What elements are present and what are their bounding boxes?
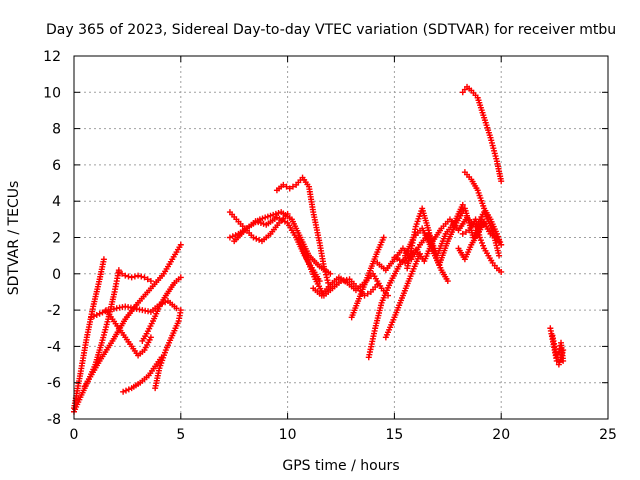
data-point xyxy=(177,241,184,248)
data-point xyxy=(99,309,106,316)
x-tick-label: 25 xyxy=(599,427,617,443)
data-point xyxy=(496,236,503,243)
data-point xyxy=(147,278,154,285)
data-point xyxy=(226,234,233,241)
data-point xyxy=(125,273,132,280)
data-point xyxy=(229,233,236,240)
data-point xyxy=(88,314,95,321)
x-tick-label: 10 xyxy=(279,427,297,443)
data-point xyxy=(125,386,132,393)
x-tick-label: 5 xyxy=(176,427,185,443)
x-tick-label: 20 xyxy=(492,427,510,443)
data-point xyxy=(177,307,184,314)
data-point xyxy=(459,201,466,208)
data-point xyxy=(119,270,126,277)
axis-ticks xyxy=(73,55,609,420)
data-point xyxy=(120,388,127,395)
data-point xyxy=(324,277,331,284)
data-point xyxy=(560,357,567,364)
data-point xyxy=(481,219,488,226)
data-point xyxy=(138,273,145,280)
data-point xyxy=(144,276,151,283)
data-point xyxy=(322,268,329,275)
x-axis-label: GPS time / hours xyxy=(282,458,399,474)
data-point xyxy=(327,270,334,277)
data-points xyxy=(71,83,567,415)
data-point xyxy=(280,181,287,188)
data-point xyxy=(321,266,328,273)
data-point xyxy=(444,278,451,285)
data-point xyxy=(498,268,505,275)
data-point xyxy=(494,233,501,240)
data-point xyxy=(122,387,129,394)
data-point xyxy=(253,235,260,242)
grid xyxy=(74,56,608,419)
data-point xyxy=(496,252,503,259)
data-point xyxy=(135,272,142,279)
data-point xyxy=(555,348,562,355)
data-point xyxy=(122,272,129,279)
data-point xyxy=(177,274,184,281)
data-point xyxy=(90,313,97,320)
y-tick-label: -8 xyxy=(47,412,61,428)
data-point xyxy=(289,183,296,190)
y-tick-label: -4 xyxy=(47,339,61,355)
data-point xyxy=(96,310,103,317)
data-point xyxy=(480,242,487,249)
y-tick-label: 4 xyxy=(52,194,61,210)
x-tick-label: 0 xyxy=(70,427,79,443)
data-point xyxy=(462,229,469,236)
y-axis-label: SDTVAR / TECUs xyxy=(6,181,22,296)
y-tick-label: -2 xyxy=(47,303,61,319)
data-point xyxy=(498,241,505,248)
data-point xyxy=(459,230,466,237)
data-point xyxy=(131,273,138,280)
data-point xyxy=(477,237,484,244)
data-point xyxy=(100,256,107,263)
chart-title: Day 365 of 2023, Sidereal Day-to-day VTE… xyxy=(46,22,616,38)
data-point xyxy=(493,230,500,237)
data-point xyxy=(102,308,109,315)
data-point xyxy=(320,263,327,270)
x-tick-labels: 0 5 10 15 20 25 xyxy=(70,427,617,443)
data-point xyxy=(497,239,504,246)
y-tick-label: 12 xyxy=(43,49,61,65)
y-tick-label: 10 xyxy=(43,85,61,101)
y-tick-label: 6 xyxy=(52,158,61,174)
data-point xyxy=(498,178,505,185)
data-point xyxy=(128,274,135,281)
data-point xyxy=(323,271,330,278)
data-point xyxy=(141,274,148,281)
data-point xyxy=(173,305,180,312)
y-tick-label: -6 xyxy=(47,376,61,392)
data-point xyxy=(554,351,561,358)
data-point xyxy=(283,183,290,190)
data-point xyxy=(323,274,330,281)
y-tick-label: 8 xyxy=(52,122,61,138)
data-point xyxy=(364,290,371,297)
data-point xyxy=(478,239,485,246)
data-point xyxy=(115,268,122,275)
x-tick-label: 15 xyxy=(385,427,403,443)
data-point xyxy=(380,234,387,241)
y-tick-label: 2 xyxy=(52,231,61,247)
y-tick-label: 0 xyxy=(52,267,61,283)
data-point xyxy=(147,334,154,341)
data-point xyxy=(476,234,483,241)
data-point xyxy=(93,311,100,318)
data-point xyxy=(553,354,560,361)
data-point xyxy=(250,234,257,241)
y-tick-labels: -8 -6 -4 -2 0 2 4 6 8 10 12 xyxy=(43,49,61,428)
data-point xyxy=(286,185,293,192)
data-point xyxy=(361,292,368,299)
